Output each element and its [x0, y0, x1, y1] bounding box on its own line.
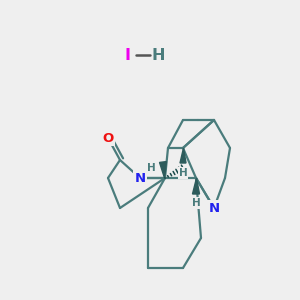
Polygon shape [180, 148, 186, 163]
Polygon shape [160, 162, 167, 178]
Polygon shape [193, 178, 200, 194]
Text: O: O [102, 131, 114, 145]
Text: H: H [192, 198, 200, 208]
Text: N: N [134, 172, 146, 184]
Text: N: N [208, 202, 220, 214]
Text: H: H [147, 163, 155, 173]
Text: H: H [178, 168, 188, 178]
Text: H: H [151, 47, 165, 62]
Text: I: I [125, 47, 131, 62]
